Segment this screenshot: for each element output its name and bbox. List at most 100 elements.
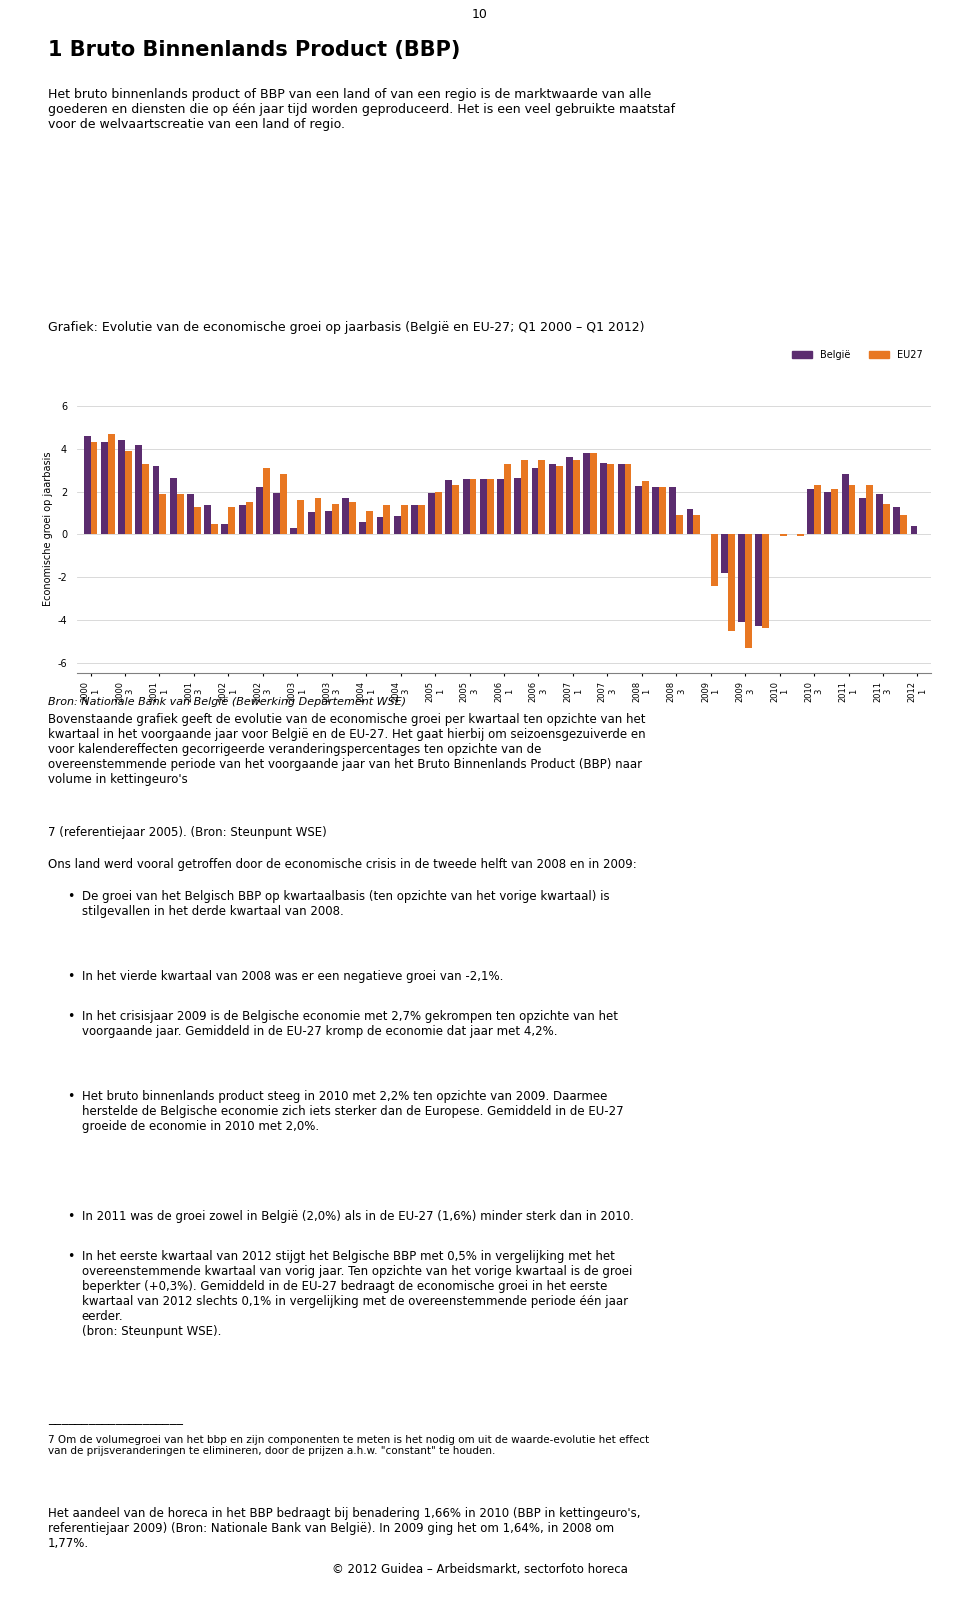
- Bar: [90, 442, 98, 534]
- Text: 7 Om de volumegroei van het bbp en zijn componenten te meten is het nodig om uit: 7 Om de volumegroei van het bbp en zijn …: [48, 1435, 649, 1456]
- Bar: [177, 494, 183, 534]
- Bar: [584, 454, 590, 534]
- Text: •: •: [67, 1090, 75, 1103]
- Text: •: •: [67, 1250, 75, 1263]
- Bar: [298, 500, 304, 534]
- Text: In het crisisjaar 2009 is de Belgische economie met 2,7% gekrompen ten opzichte : In het crisisjaar 2009 is de Belgische e…: [82, 1010, 617, 1037]
- Bar: [159, 494, 166, 534]
- Text: Ons land werd vooral getroffen door de economische crisis in de tweede helft van: Ons land werd vooral getroffen door de e…: [48, 858, 636, 870]
- Bar: [521, 460, 528, 534]
- Bar: [204, 505, 211, 534]
- Bar: [693, 515, 701, 534]
- Bar: [566, 457, 573, 534]
- Bar: [125, 450, 132, 534]
- Bar: [418, 505, 424, 534]
- Bar: [480, 479, 487, 534]
- Bar: [324, 511, 332, 534]
- Bar: [349, 502, 356, 534]
- Text: In 2011 was de groei zowel in België (2,0%) als in de EU-27 (1,6%) minder sterk : In 2011 was de groei zowel in België (2,…: [82, 1210, 634, 1223]
- Bar: [642, 481, 649, 534]
- Bar: [307, 511, 315, 534]
- Bar: [617, 463, 625, 534]
- Bar: [659, 487, 666, 534]
- Bar: [710, 534, 718, 585]
- Text: 1 Bruto Binnenlands Product (BBP): 1 Bruto Binnenlands Product (BBP): [48, 40, 461, 59]
- Bar: [463, 479, 469, 534]
- Bar: [170, 478, 177, 534]
- Bar: [153, 466, 159, 534]
- Bar: [866, 486, 873, 534]
- Bar: [728, 534, 734, 630]
- Bar: [539, 460, 545, 534]
- Bar: [135, 444, 142, 534]
- Bar: [686, 508, 693, 534]
- Bar: [797, 534, 804, 537]
- Bar: [376, 518, 383, 534]
- Bar: [504, 463, 511, 534]
- Bar: [883, 505, 890, 534]
- Bar: [652, 487, 659, 534]
- Text: 7 (referentiejaar 2005). (Bron: Steunpunt WSE): 7 (referentiejaar 2005). (Bron: Steunpun…: [48, 826, 326, 838]
- Bar: [676, 515, 684, 534]
- Bar: [762, 534, 769, 628]
- Bar: [394, 516, 400, 534]
- Bar: [814, 486, 821, 534]
- Text: •: •: [67, 970, 75, 983]
- Bar: [738, 534, 745, 622]
- Bar: [142, 463, 149, 534]
- Text: Het bruto binnenlands product steeg in 2010 met 2,2% ten opzichte van 2009. Daar: Het bruto binnenlands product steeg in 2…: [82, 1090, 623, 1133]
- Bar: [342, 499, 349, 534]
- Bar: [590, 454, 597, 534]
- Bar: [400, 505, 408, 534]
- Bar: [445, 479, 452, 534]
- Bar: [274, 492, 280, 534]
- Bar: [411, 505, 418, 534]
- Bar: [263, 468, 270, 534]
- Bar: [383, 505, 391, 534]
- Bar: [469, 479, 476, 534]
- Bar: [366, 511, 373, 534]
- Bar: [756, 534, 762, 627]
- Bar: [515, 478, 521, 534]
- Bar: [211, 524, 218, 534]
- Bar: [452, 486, 459, 534]
- Bar: [608, 463, 614, 534]
- Bar: [228, 507, 235, 534]
- Bar: [556, 466, 563, 534]
- Bar: [239, 505, 246, 534]
- Bar: [359, 521, 366, 534]
- Text: Het aandeel van de horeca in het BBP bedraagt bij benadering 1,66% in 2010 (BBP : Het aandeel van de horeca in het BBP bed…: [48, 1507, 640, 1550]
- Bar: [669, 487, 676, 534]
- Text: © 2012 Guidea – Arbeidsmarkt, sectorfoto horeca: © 2012 Guidea – Arbeidsmarkt, sectorfoto…: [332, 1563, 628, 1576]
- Bar: [315, 499, 322, 534]
- Bar: [900, 515, 907, 534]
- Bar: [246, 502, 252, 534]
- Text: Bron: Nationale Bank van België (Bewerking Departement WSE): Bron: Nationale Bank van België (Bewerki…: [48, 697, 406, 707]
- Text: ────────────────────: ────────────────────: [48, 1419, 183, 1428]
- Bar: [894, 507, 900, 534]
- Bar: [721, 534, 728, 572]
- Text: 10: 10: [472, 8, 488, 21]
- Text: Grafiek: Evolutie van de economische groei op jaarbasis (België en EU-27; Q1 200: Grafiek: Evolutie van de economische gro…: [48, 321, 644, 333]
- Bar: [194, 507, 201, 534]
- Bar: [291, 527, 298, 534]
- Y-axis label: Economische groei op jaarbasis: Economische groei op jaarbasis: [43, 452, 53, 606]
- Bar: [435, 492, 442, 534]
- Bar: [428, 492, 435, 534]
- Bar: [108, 434, 114, 534]
- Bar: [842, 474, 849, 534]
- Bar: [625, 463, 632, 534]
- Bar: [332, 505, 339, 534]
- Bar: [745, 534, 752, 648]
- Bar: [549, 463, 556, 534]
- Bar: [256, 487, 263, 534]
- Bar: [831, 489, 838, 534]
- Bar: [780, 534, 786, 537]
- Bar: [849, 486, 855, 534]
- Bar: [600, 463, 608, 534]
- Text: •: •: [67, 1210, 75, 1223]
- Text: •: •: [67, 1010, 75, 1023]
- Bar: [280, 474, 287, 534]
- Bar: [84, 436, 90, 534]
- Bar: [876, 494, 883, 534]
